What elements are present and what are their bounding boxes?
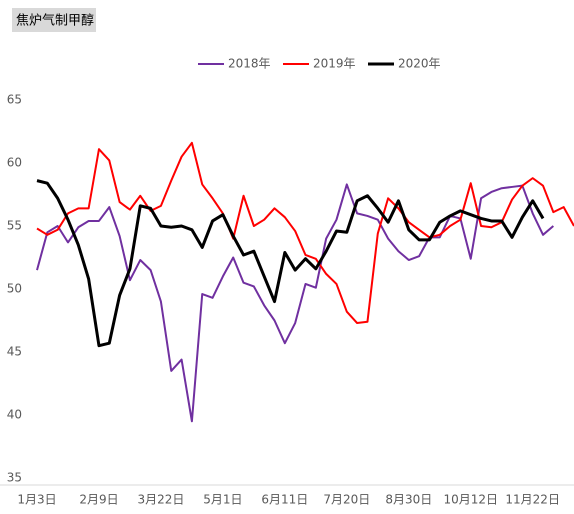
x-tick-label: 1月3日 bbox=[17, 493, 56, 507]
x-tick-label: 10月12日 bbox=[443, 493, 498, 507]
x-tick-label: 5月1日 bbox=[203, 493, 242, 507]
y-tick-label: 60 bbox=[7, 156, 22, 170]
legend-label: 2019年 bbox=[313, 57, 356, 71]
x-tick-label: 3月22日 bbox=[137, 493, 184, 507]
legend-label: 2020年 bbox=[398, 57, 441, 71]
y-tick-label: 35 bbox=[7, 471, 22, 485]
x-tick-label: 7月20日 bbox=[323, 493, 370, 507]
title-box bbox=[12, 8, 96, 32]
x-tick-label: 6月11日 bbox=[261, 493, 308, 507]
series-line bbox=[36, 179, 545, 348]
x-tick-label: 8月30日 bbox=[385, 493, 432, 507]
series-line bbox=[36, 141, 574, 325]
y-tick-label: 65 bbox=[7, 93, 22, 107]
y-tick-label: 45 bbox=[7, 345, 22, 359]
legend-label: 2018年 bbox=[228, 57, 271, 71]
chart-title: 焦炉气制甲醇 bbox=[16, 13, 94, 29]
y-tick-label: 50 bbox=[7, 282, 22, 296]
y-tick-label: 55 bbox=[7, 219, 22, 233]
y-tick-label: 40 bbox=[7, 408, 22, 422]
x-tick-label: 2月9日 bbox=[79, 493, 118, 507]
series-line bbox=[36, 183, 554, 423]
x-tick-label: 11月22日 bbox=[505, 493, 560, 507]
